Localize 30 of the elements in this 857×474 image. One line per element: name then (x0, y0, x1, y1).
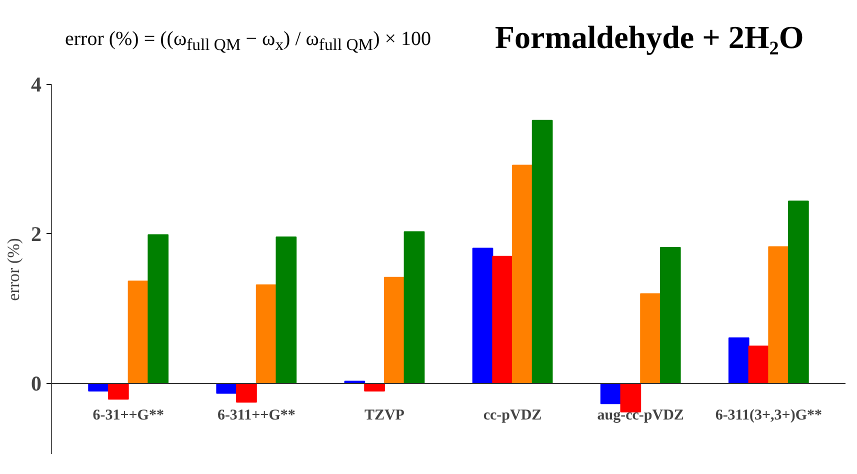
y-tick-label: 2 (31, 222, 42, 246)
x-tick-label: TZVP (364, 407, 404, 424)
bar (728, 337, 750, 384)
x-tick-label: 6-311++G** (217, 407, 296, 424)
x-tick-label: cc-pVDZ (483, 407, 542, 424)
bar (256, 284, 277, 384)
x-tick-label: 6-31++G** (92, 407, 164, 424)
chart-title: Formaldehyde + 2H₂O (495, 18, 804, 57)
bar (660, 246, 681, 384)
bar (768, 246, 790, 384)
bar (472, 248, 494, 384)
bar (492, 256, 514, 384)
bar (748, 346, 770, 384)
bar (384, 276, 405, 384)
y-tick-label: 0 (31, 371, 42, 396)
x-tick-label: 6-311(3+,3+)G** (715, 407, 822, 424)
bar (404, 231, 425, 384)
bar (236, 382, 257, 403)
y-axis-title: error (%) (4, 238, 23, 301)
bar (276, 236, 297, 384)
x-tick-label: aug-cc-pVDZ (597, 407, 684, 424)
y-tick-label: 4 (31, 72, 42, 96)
bar (640, 293, 661, 384)
bar (128, 280, 149, 384)
bar (512, 164, 533, 384)
text: error (%) = ((ω$_{full QM}$ − ω$_{x}$) / ω$_{full QM}$) × 100 (65, 27, 432, 56)
bar (532, 120, 553, 384)
bar (148, 234, 169, 384)
bar (108, 382, 129, 400)
bar (788, 200, 809, 384)
